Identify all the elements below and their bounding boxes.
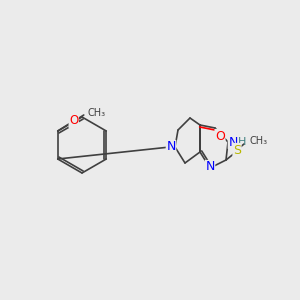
Text: N: N	[205, 160, 215, 173]
Text: N: N	[166, 140, 176, 154]
Text: O: O	[69, 115, 78, 128]
Text: CH₃: CH₃	[88, 108, 106, 118]
Text: N: N	[228, 136, 238, 148]
Text: S: S	[233, 143, 241, 157]
Text: H: H	[238, 137, 246, 147]
Text: O: O	[215, 130, 225, 142]
Text: CH₃: CH₃	[249, 136, 267, 146]
